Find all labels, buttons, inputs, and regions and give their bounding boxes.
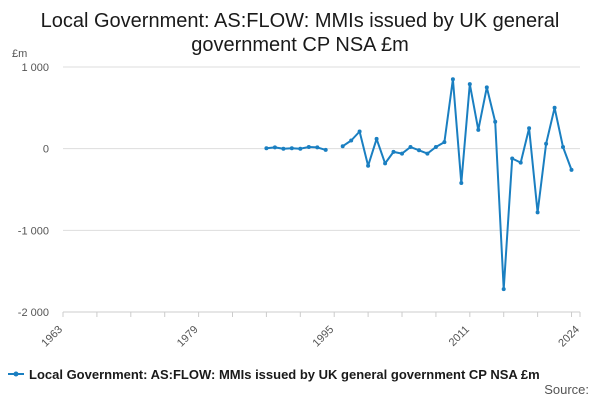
legend-label: Local Government: AS:FLOW: MMIs issued b… xyxy=(29,367,540,382)
x-tick-label: 1963 xyxy=(39,324,65,350)
data-point[interactable] xyxy=(569,167,574,172)
data-point[interactable] xyxy=(544,141,549,146)
y-tick-label: -2 000 xyxy=(18,307,49,319)
data-point[interactable] xyxy=(357,129,362,134)
data-point[interactable] xyxy=(510,156,515,161)
data-point[interactable] xyxy=(408,145,413,149)
source-label: Source: xyxy=(544,382,589,397)
x-axis: 1963 1979 1995 2011 2024 xyxy=(39,311,582,350)
x-tick-label: 2024 xyxy=(556,324,582,350)
x-tick-label: 2011 xyxy=(447,324,472,349)
data-point[interactable] xyxy=(315,145,320,150)
data-point[interactable] xyxy=(306,145,311,149)
data-point[interactable] xyxy=(561,145,565,149)
data-point[interactable] xyxy=(527,126,532,131)
data-point[interactable] xyxy=(298,146,303,151)
data-point[interactable] xyxy=(400,151,404,156)
data-point[interactable] xyxy=(340,144,345,149)
chart-title-line-2: government CP NSA £m xyxy=(191,34,409,56)
data-point[interactable] xyxy=(535,210,540,215)
y-tick-label: 1 000 xyxy=(21,62,49,74)
data-point[interactable] xyxy=(476,127,481,132)
data-point[interactable] xyxy=(484,85,489,90)
chart-title-line-1: Local Government: AS:FLOW: MMIs issued b… xyxy=(41,10,560,32)
data-point[interactable] xyxy=(289,146,294,151)
data-point[interactable] xyxy=(366,163,371,168)
data-point[interactable] xyxy=(374,136,379,141)
data-point[interactable] xyxy=(459,181,464,185)
data-point[interactable] xyxy=(417,148,421,153)
data-point[interactable] xyxy=(552,105,557,110)
gridlines: 1 000 0 -1 000 -2 000 xyxy=(18,62,580,319)
y-unit-label: £m xyxy=(12,48,27,60)
data-point[interactable] xyxy=(450,77,455,82)
data-point[interactable] xyxy=(501,287,506,292)
data-point[interactable] xyxy=(442,140,447,145)
data-point[interactable] xyxy=(467,82,472,87)
data-point[interactable] xyxy=(518,160,523,165)
data-point[interactable] xyxy=(425,151,430,156)
data-point[interactable] xyxy=(383,161,388,166)
data-point[interactable] xyxy=(493,119,498,124)
data-point[interactable] xyxy=(391,149,396,154)
legend[interactable]: Local Government: AS:FLOW: MMIs issued b… xyxy=(8,367,540,382)
y-tick-label: 0 xyxy=(43,144,49,156)
x-tick-label: 1979 xyxy=(175,324,201,350)
data-point[interactable] xyxy=(323,147,328,152)
x-tick-label: 1995 xyxy=(311,324,337,350)
series-line xyxy=(342,78,573,291)
series-layer xyxy=(264,77,574,292)
data-point[interactable] xyxy=(264,146,269,151)
data-point[interactable] xyxy=(281,146,286,151)
y-tick-label: -1 000 xyxy=(18,225,49,237)
legend-marker xyxy=(13,371,19,377)
data-point[interactable] xyxy=(433,145,438,149)
data-point[interactable] xyxy=(272,145,277,150)
data-point[interactable] xyxy=(349,138,354,143)
